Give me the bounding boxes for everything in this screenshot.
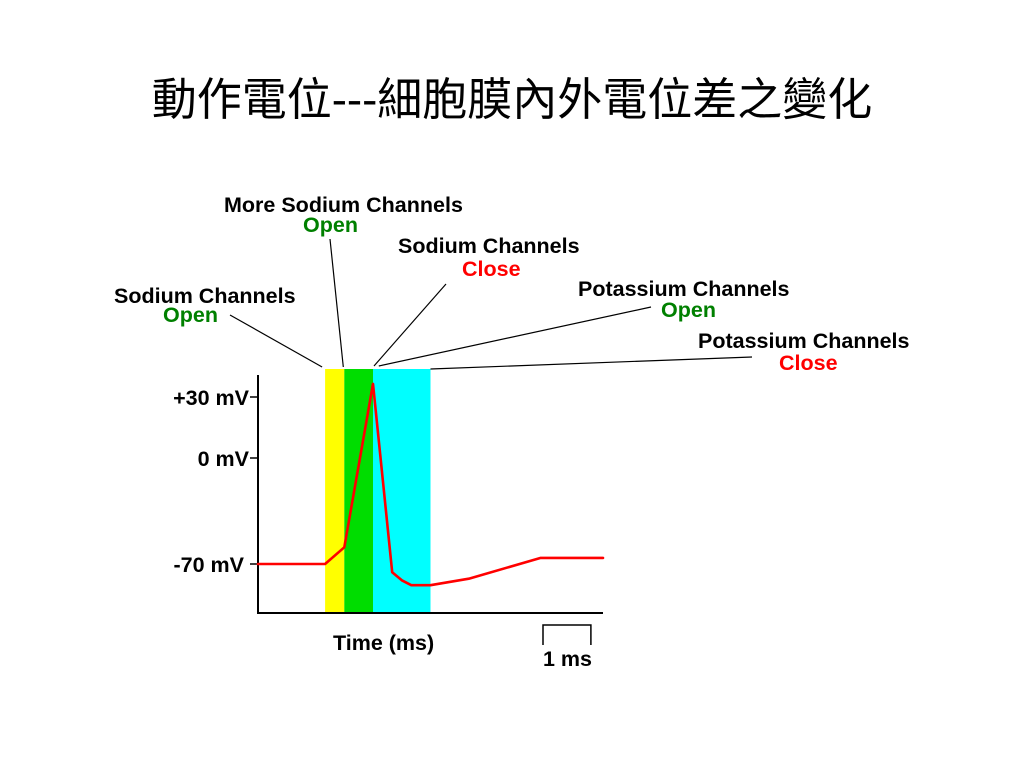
annotation-channel-label: More Sodium Channels [224, 193, 463, 217]
y-tick-label: +30 mV [173, 386, 250, 410]
annotation-potassium-channels-open: Potassium Channels Open [378, 277, 790, 367]
annotation-leader-line [430, 356, 753, 370]
annotation-state-label: Open [163, 303, 218, 327]
slide-title: 動作電位---細胞膜內外電位差之變化 [151, 73, 873, 126]
annotation-channel-label: Potassium Channels [578, 277, 790, 301]
scale-bar [542, 624, 592, 645]
y-tick-label: -70 mV [173, 553, 244, 577]
scale-bar-label: 1 ms [543, 647, 592, 671]
annotation-state-label: Open [661, 298, 716, 322]
annotation-state-label: Open [303, 213, 358, 237]
annotation-state-label: Close [779, 351, 838, 375]
annotation-leader-line [329, 238, 344, 368]
annotation-sodium-channels-open: Sodium Channels Open [114, 284, 323, 368]
annotation-sodium-channels-close: Sodium Channels Close [373, 234, 580, 367]
annotation-more-sodium-channels-open: More Sodium Channels Open [224, 193, 463, 368]
annotation-leader-line [373, 283, 447, 367]
annotation-potassium-channels-close: Potassium Channels Close [430, 329, 910, 375]
membrane-potential-line [256, 382, 605, 587]
annotation-channel-label: Sodium Channels [398, 234, 580, 258]
annotation-channel-label: Sodium Channels [114, 284, 296, 308]
depolarization-onset-band [325, 369, 345, 612]
x-axis-label: Time (ms) [333, 631, 434, 655]
annotation-leader-line [378, 306, 652, 367]
annotation-channel-label: Potassium Channels [698, 329, 910, 353]
annotation-leader-line [229, 314, 323, 368]
y-ticks: +30 mV 0 mV -70 mV [173, 386, 258, 577]
annotation-state-label: Close [462, 257, 521, 281]
y-tick-label: 0 mV [198, 447, 250, 471]
phase-bands [325, 369, 431, 612]
repolarization-band [373, 369, 431, 612]
